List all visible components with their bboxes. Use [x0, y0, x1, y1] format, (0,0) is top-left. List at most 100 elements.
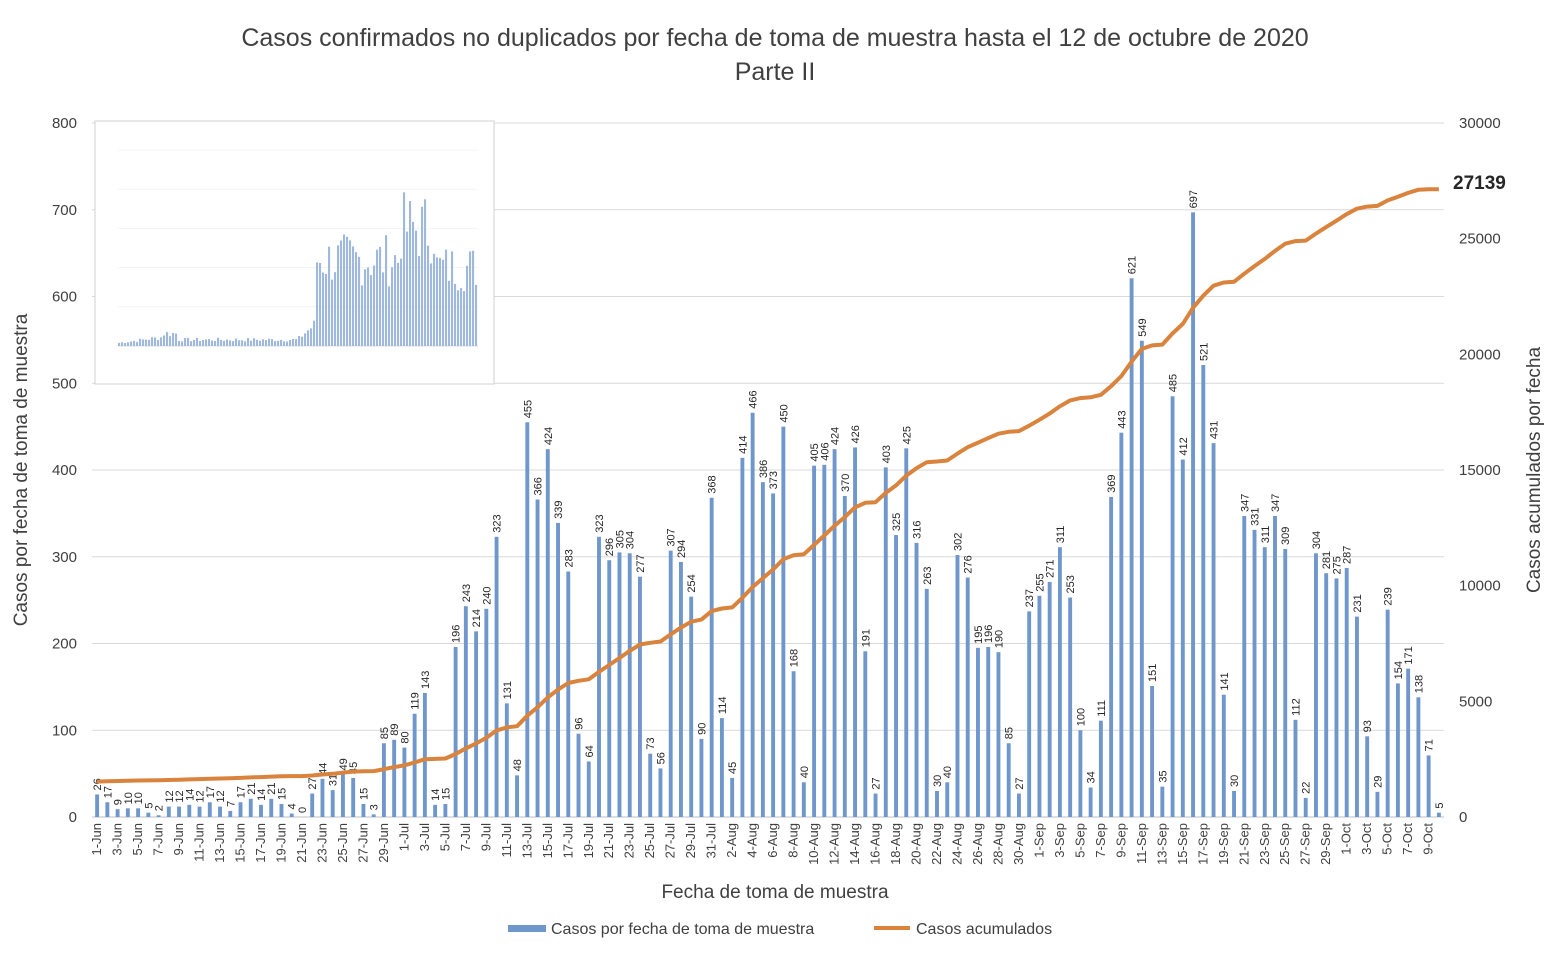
inset-bar — [412, 221, 415, 346]
inset-bar — [208, 339, 211, 346]
bar-value-label: 254 — [686, 574, 698, 592]
inset-bar — [301, 336, 304, 346]
bar — [289, 813, 294, 817]
bar — [1283, 548, 1288, 817]
x-axis-label: Fecha de toma de muestra — [661, 882, 888, 903]
bar-value-label: 316 — [912, 521, 924, 539]
bar — [515, 775, 520, 817]
x-tick-label: 7-Jul — [458, 823, 473, 851]
bar — [1150, 686, 1155, 817]
bar — [259, 804, 263, 817]
bar — [248, 798, 253, 817]
bar-value-label: 485 — [1168, 374, 1180, 392]
bar — [1088, 787, 1093, 817]
inset-bar — [340, 240, 343, 346]
inset-thumbnail — [94, 120, 495, 385]
inset-bar — [460, 288, 463, 346]
bar-value-label: 414 — [737, 435, 749, 453]
x-tick-label: 15-Jul — [540, 823, 555, 859]
bar — [1242, 515, 1247, 817]
inset-bar — [232, 341, 235, 346]
bar-value-label: 255 — [1034, 573, 1046, 591]
inset-bar — [199, 340, 202, 346]
x-tick-label: 11-Jun — [192, 823, 207, 862]
bar — [832, 449, 837, 817]
bar-value-label: 305 — [614, 530, 626, 548]
x-tick-label: 23-Sep — [1257, 823, 1272, 865]
bar — [668, 550, 673, 817]
bar-value-label: 373 — [768, 471, 780, 489]
inset-bar — [295, 339, 298, 346]
x-tick-label: 24-Aug — [949, 823, 964, 865]
bar — [740, 457, 745, 817]
bar — [924, 588, 929, 817]
x-tick-label: 4-Aug — [745, 823, 760, 858]
inset-bar — [280, 339, 283, 346]
x-tick-label: 14-Aug — [847, 823, 862, 865]
bar — [1139, 340, 1144, 817]
bar-value-label: 412 — [1178, 437, 1190, 455]
bar-value-label: 15 — [276, 788, 288, 800]
bar — [535, 499, 540, 817]
bar — [146, 812, 151, 817]
bar-value-label: 27 — [871, 777, 883, 789]
bar-value-label: 85 — [1004, 727, 1016, 739]
x-tick-label: 9-Jun — [171, 823, 186, 856]
bar-value-label: 151 — [1147, 664, 1159, 682]
bar — [340, 774, 345, 817]
x-tick-label: 13-Sep — [1154, 823, 1169, 865]
bar-value-label: 190 — [993, 630, 1005, 648]
bar-value-label: 14 — [256, 789, 268, 801]
bar-value-label: 283 — [563, 549, 575, 567]
bar — [1344, 568, 1349, 817]
inset-bar — [433, 253, 436, 346]
bar — [361, 803, 366, 817]
bar-value-label: 403 — [881, 445, 893, 463]
bar-value-label: 366 — [533, 477, 545, 495]
bar-value-label: 100 — [1075, 708, 1087, 726]
bar-value-label: 141 — [1219, 672, 1231, 690]
bar — [125, 808, 130, 817]
bar-value-label: 138 — [1413, 675, 1425, 693]
bar — [812, 465, 817, 817]
inset-bar — [445, 249, 448, 346]
bar — [525, 422, 530, 817]
bar-value-label: 30 — [932, 775, 944, 787]
inset-bar — [130, 341, 133, 346]
x-axis-tick-labels: 1-Jun 3-Jun 5-Jun 7-Jun 9-Jun 11-Jun 13-Jun 15-… — [89, 823, 1436, 865]
bar — [392, 739, 397, 817]
bar — [1129, 278, 1134, 818]
inset-bar — [235, 338, 238, 346]
final-cumulative-label: 27139 — [1453, 173, 1506, 194]
bar-value-label: 40 — [799, 766, 811, 778]
x-tick-label: 17-Sep — [1195, 823, 1210, 865]
bar — [177, 806, 182, 817]
inset-bar — [403, 192, 406, 346]
bar — [1047, 581, 1052, 817]
bar-value-label: 426 — [850, 425, 862, 443]
x-tick-label: 30-Aug — [1011, 823, 1026, 865]
bar-value-label: 323 — [492, 514, 504, 532]
y-tick-label: 700 — [52, 202, 77, 219]
bar — [545, 449, 550, 817]
inset-bar — [289, 340, 292, 346]
bar — [935, 790, 939, 817]
bar-value-label: 347 — [1270, 494, 1282, 512]
bar-value-label: 49 — [338, 758, 350, 770]
bar — [976, 647, 980, 817]
inset-bar — [202, 340, 205, 346]
bar-value-label: 386 — [758, 460, 770, 478]
inset-bar — [328, 246, 331, 346]
bar — [238, 802, 243, 817]
bar — [699, 738, 704, 817]
bar — [494, 536, 499, 817]
bar — [863, 651, 868, 817]
bar — [1395, 683, 1400, 817]
bar-value-label: 85 — [379, 727, 391, 739]
inset-bar — [166, 332, 169, 346]
x-tick-label: 17-Jul — [560, 823, 575, 859]
bar-value-label: 406 — [819, 442, 831, 460]
inset-bar — [361, 285, 364, 346]
bar — [566, 571, 571, 817]
bar — [1201, 365, 1206, 817]
